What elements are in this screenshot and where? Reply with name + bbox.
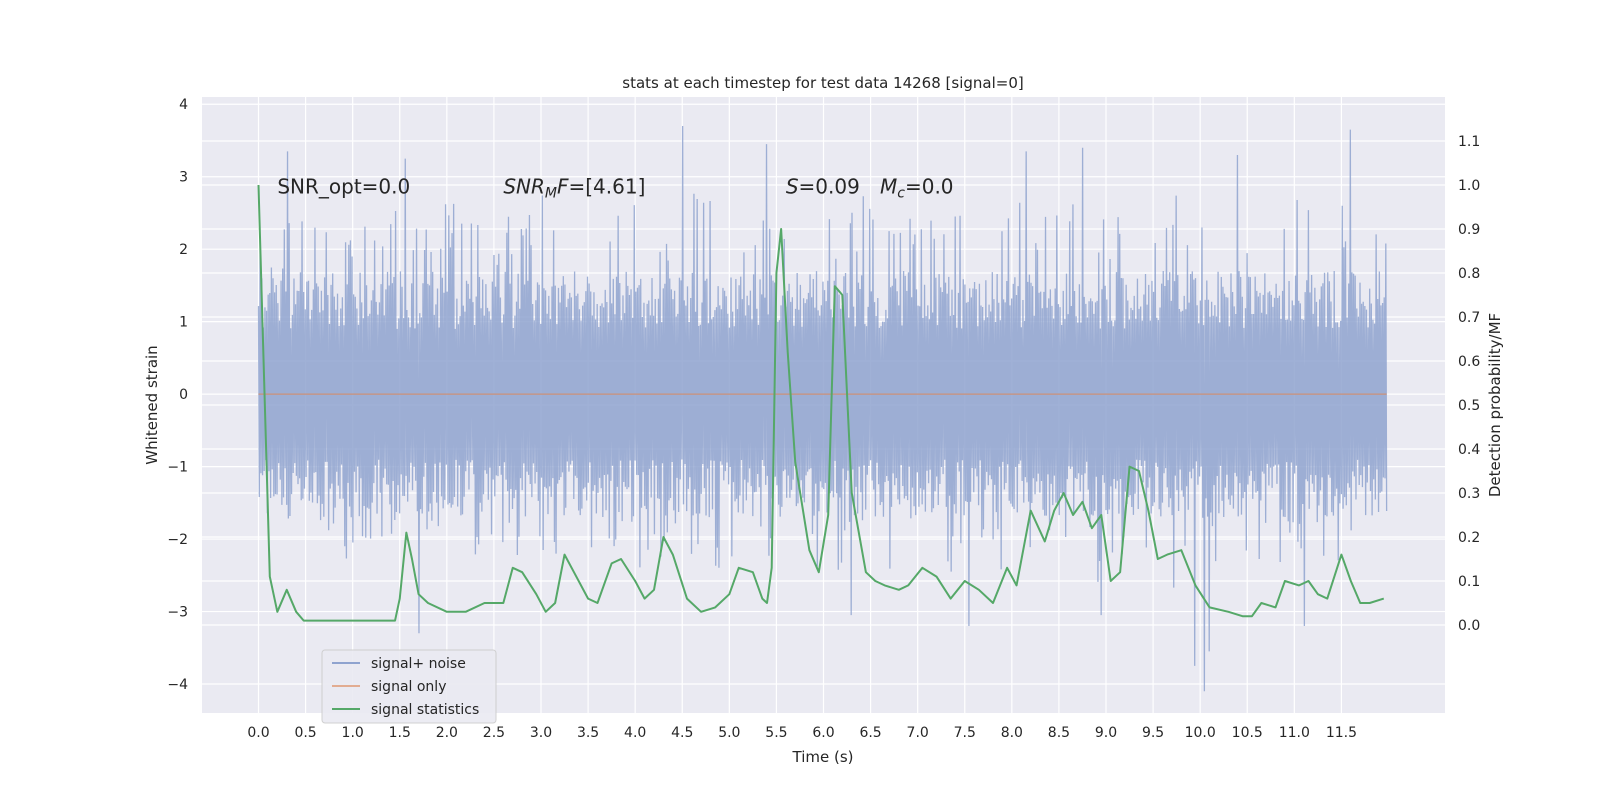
y-right-tick-label: 0.4 — [1458, 442, 1480, 458]
annotation-snr_mf: SNRMF=[4.61] — [503, 175, 645, 202]
x-tick-label: 4.5 — [671, 725, 693, 741]
x-tick-label: 10.0 — [1185, 725, 1216, 741]
x-tick-label: 10.5 — [1232, 725, 1263, 741]
x-tick-label: 0.5 — [294, 725, 316, 741]
x-tick-label: 2.5 — [483, 725, 505, 741]
x-tick-label: 2.0 — [436, 725, 458, 741]
y-right-tick-label: 0.3 — [1458, 486, 1480, 502]
y-axis-label-right: Detection probability/MF — [1486, 313, 1504, 497]
y-right-tick-label: 0.9 — [1458, 222, 1480, 238]
y-left-tick-label: 3 — [179, 170, 188, 186]
x-tick-label: 1.5 — [389, 725, 411, 741]
legend-label-noise: signal+ noise — [371, 656, 466, 672]
annotations: SNR_opt=0.0 SNRMF=[4.61] S=0.09 Mc=0.0 — [277, 175, 953, 202]
y-left-tick-label: −3 — [167, 605, 188, 621]
legend-label-statistics: signal statistics — [371, 702, 479, 718]
y-right-tick-label: 0.6 — [1458, 354, 1480, 370]
y-axis-label-left: Whitened strain — [143, 345, 161, 464]
x-tick-label: 4.0 — [624, 725, 646, 741]
y-left-tick-label: −2 — [167, 532, 188, 548]
x-tick-label: 8.5 — [1048, 725, 1070, 741]
y-left-tick-label: 1 — [179, 315, 188, 331]
x-tick-label: 1.0 — [342, 725, 364, 741]
legend: signal+ noise signal only signal statist… — [321, 649, 497, 724]
y-right-tick-label: 1.1 — [1458, 134, 1480, 150]
x-tick-label: 3.5 — [577, 725, 599, 741]
x-tick-label: 9.0 — [1095, 725, 1117, 741]
y-left-tick-label: 2 — [179, 242, 188, 258]
x-tick-label: 11.0 — [1279, 725, 1310, 741]
chart-title: stats at each timestep for test data 142… — [622, 74, 1023, 92]
y-left-tick-label: 4 — [179, 97, 188, 113]
annotation-mc_val: Mc=0.0 — [880, 175, 954, 202]
x-axis-label: Time (s) — [792, 748, 854, 766]
x-tick-label: 5.0 — [718, 725, 740, 741]
x-tick-label: 9.5 — [1142, 725, 1164, 741]
annotation-snr_opt: SNR_opt=0.0 — [277, 175, 410, 199]
series-signal-noise — [257, 125, 1388, 692]
tick-labels: 0.0 0.5 1.0 1.5 2.0 2.5 3.0 3.5 4.0 4.5 5.0 5.5 6.0 6… — [167, 97, 1480, 741]
x-tick-label: 8.0 — [1001, 725, 1023, 741]
legend-box — [321, 649, 497, 724]
y-left-tick-label: 0 — [179, 387, 188, 403]
x-tick-label: 0.0 — [247, 725, 269, 741]
x-tick-label: 7.5 — [954, 725, 976, 741]
y-right-tick-label: 0.2 — [1458, 530, 1480, 546]
data-layer — [257, 125, 1388, 692]
annotation-s_val: S=0.09 — [786, 175, 860, 199]
y-right-tick-label: 0.0 — [1458, 618, 1480, 634]
x-tick-label: 6.0 — [812, 725, 834, 741]
y-left-tick-label: −1 — [167, 460, 188, 476]
legend-label-signal-only: signal only — [371, 679, 446, 695]
series-signal-statistics — [257, 184, 1385, 622]
x-tick-label: 5.5 — [765, 725, 787, 741]
y-right-tick-label: 0.5 — [1458, 398, 1480, 414]
y-right-tick-label: 1.0 — [1458, 178, 1480, 194]
y-right-tick-label: 0.7 — [1458, 310, 1480, 326]
x-tick-label: 3.0 — [530, 725, 552, 741]
x-tick-label: 6.5 — [859, 725, 881, 741]
y-left-tick-label: −4 — [167, 677, 188, 693]
y-right-tick-label: 0.8 — [1458, 266, 1480, 282]
x-tick-label: 11.5 — [1326, 725, 1357, 741]
y-right-tick-label: 0.1 — [1458, 574, 1480, 590]
x-tick-label: 7.0 — [907, 725, 929, 741]
